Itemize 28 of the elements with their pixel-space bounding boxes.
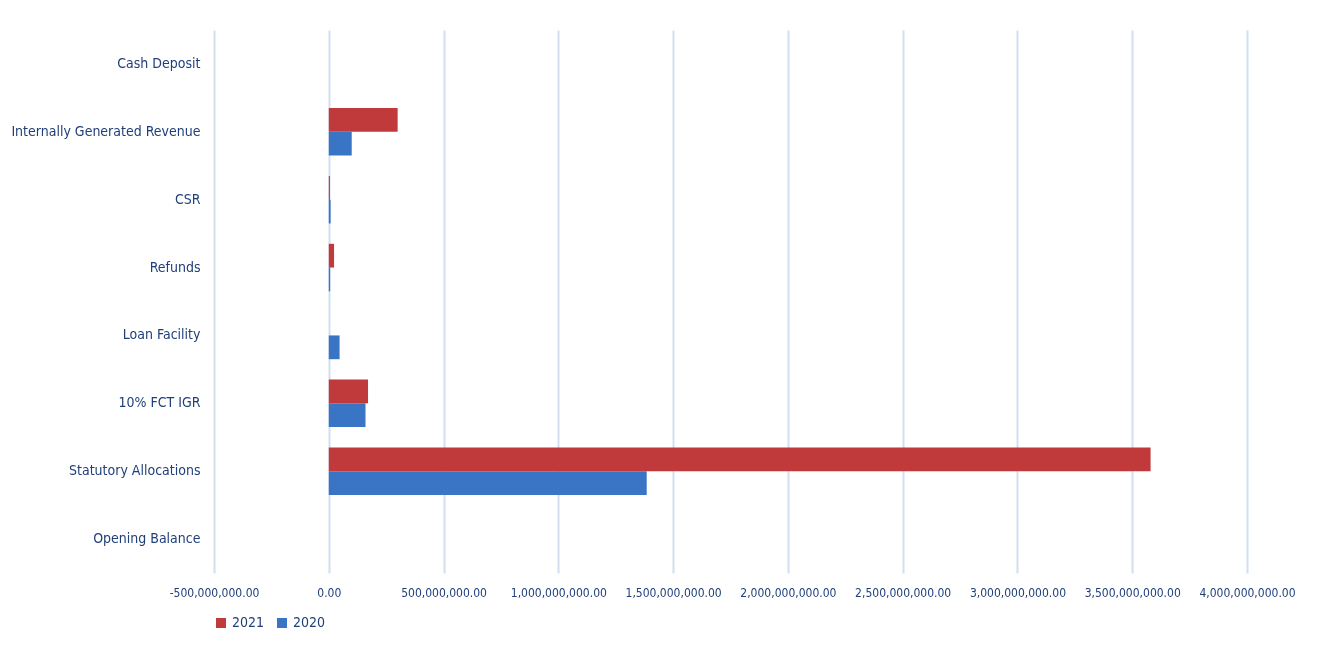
x-tick-label: 2,500,000,000.00 bbox=[855, 585, 952, 600]
bar bbox=[328, 379, 369, 404]
y-tick-label: Refunds bbox=[149, 258, 201, 275]
x-tick-label: 500,000,000.00 bbox=[401, 585, 488, 600]
y-tick-label: CSR bbox=[174, 190, 201, 207]
x-tick-label: 1,500,000,000.00 bbox=[625, 585, 722, 600]
x-tick-label: 2,000,000,000.00 bbox=[740, 585, 837, 600]
x-tick-label: 0.00 bbox=[317, 585, 342, 600]
y-tick-label: Cash Deposit bbox=[117, 54, 201, 71]
y-tick-label: Statutory Allocations bbox=[69, 462, 201, 479]
x-tick-label: 1,000,000,000.00 bbox=[510, 585, 608, 600]
y-tick-label: Loan Facility bbox=[122, 326, 202, 343]
bar bbox=[328, 108, 398, 132]
bar bbox=[328, 403, 366, 428]
legend-label: 2020 bbox=[293, 614, 326, 630]
y-tick-label: 10% FCT IGR bbox=[118, 394, 201, 411]
bar bbox=[328, 447, 1151, 472]
legend-label: 2021 bbox=[232, 614, 265, 630]
bar bbox=[328, 471, 647, 495]
bar bbox=[328, 335, 340, 360]
y-tick-label: Opening Balance bbox=[93, 530, 201, 547]
x-tick-label: 4,000,000,000.00 bbox=[1199, 585, 1296, 600]
y-tick-label: Internally Generated Revenue bbox=[11, 122, 201, 139]
bar bbox=[328, 131, 352, 156]
bar bbox=[328, 243, 335, 268]
x-tick-label: 3,500,000,000.00 bbox=[1084, 585, 1181, 600]
x-tick-label: 3,000,000,000.00 bbox=[969, 585, 1067, 600]
x-tick-label: -500,000,000.00 bbox=[169, 585, 260, 600]
